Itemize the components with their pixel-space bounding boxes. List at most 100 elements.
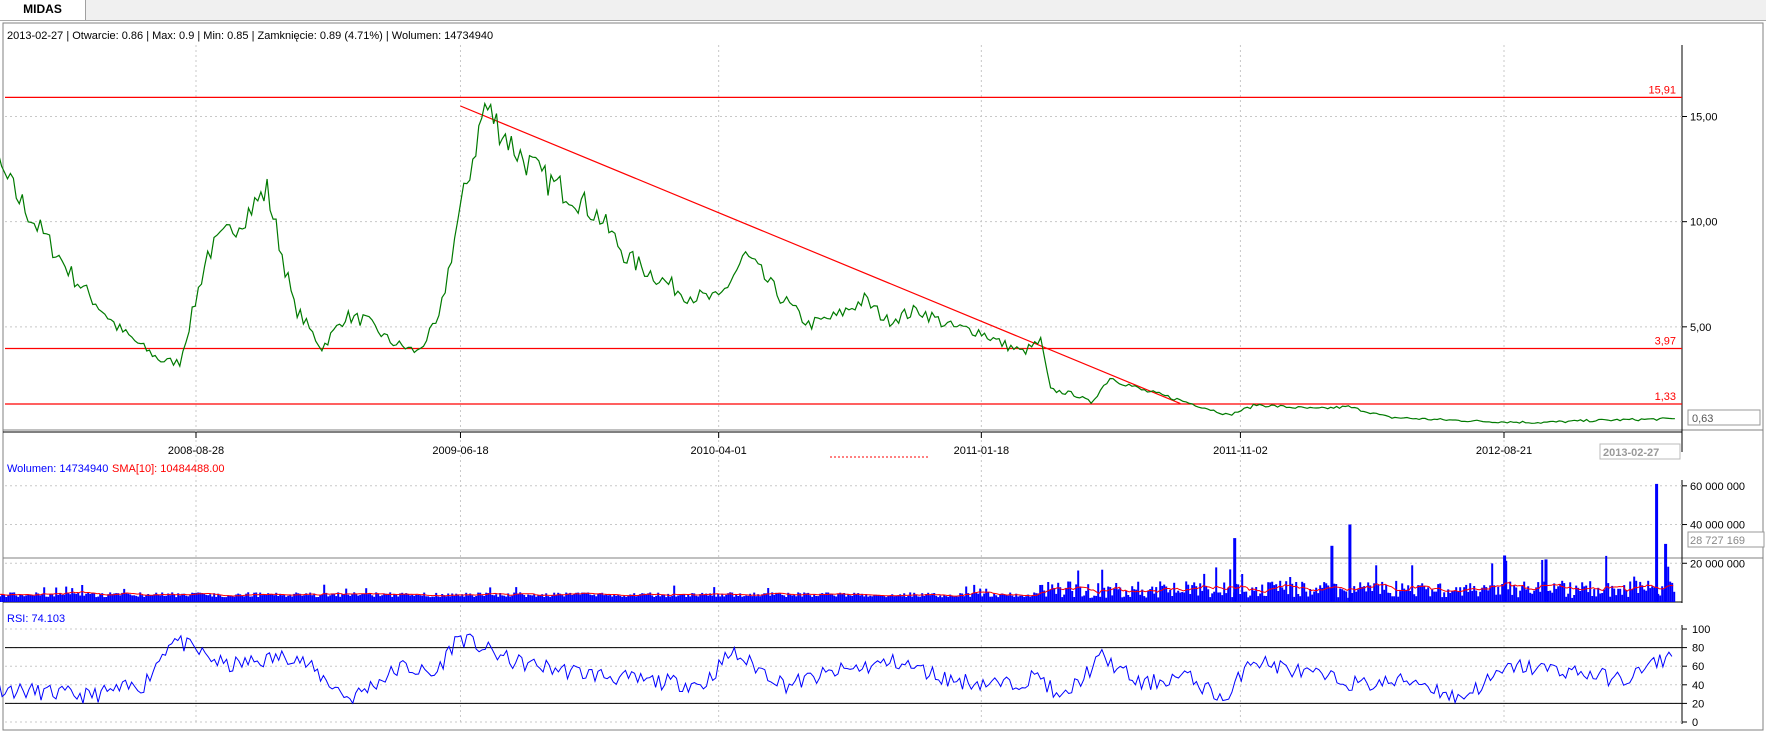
volume-bar [1657, 593, 1660, 602]
volume-bar [625, 596, 628, 602]
volume-bar [621, 596, 624, 602]
price-y-tick-label-2: 5,00 [1690, 322, 1711, 334]
volume-bar [217, 593, 220, 602]
volume-bar [1561, 580, 1564, 602]
volume-bar [1207, 589, 1210, 602]
volume-bar [753, 592, 756, 602]
volume-bar [501, 595, 504, 602]
sma-label: SMA[10]: 10484488.00 [112, 463, 225, 475]
volume-bar [1095, 595, 1098, 602]
volume-bar [89, 594, 92, 602]
volume-bar [307, 595, 310, 602]
volume-bar [1631, 589, 1634, 602]
volume-bar [79, 595, 82, 602]
rsi-bands [5, 647, 1682, 704]
volume-bar [483, 596, 486, 602]
volume-bar [1383, 589, 1386, 602]
volume-bar [407, 593, 410, 602]
volume-bar [547, 596, 550, 602]
volume-bar [1453, 590, 1456, 602]
last-price-label: 0,63 [1692, 413, 1713, 425]
volume-bar [619, 595, 622, 602]
volume-bar [1001, 593, 1004, 602]
volume-bar [183, 593, 186, 602]
volume-bar [687, 594, 690, 602]
volume-bar [1129, 596, 1132, 602]
volume-bar [721, 593, 724, 602]
volume-bar [579, 594, 582, 602]
volume-bar [635, 596, 638, 602]
volume-bar [1437, 584, 1440, 602]
volume-bar [1035, 593, 1038, 602]
x-tick-label-5: 2012-08-21 [1476, 445, 1532, 457]
volume-bar [465, 592, 468, 602]
volume-bar [1609, 596, 1612, 602]
volume-bar [173, 594, 176, 602]
volume-bar [343, 594, 346, 602]
volume-bar [1567, 593, 1570, 602]
volume-bar [577, 592, 580, 602]
volume-bar [517, 593, 520, 602]
volume-bar [703, 595, 706, 602]
volume-bar [1251, 587, 1254, 602]
volume-bar [875, 594, 878, 602]
volume-bar [1307, 596, 1310, 602]
volume-bar [805, 593, 808, 602]
volume-bar [693, 593, 696, 602]
volume-bar [149, 595, 152, 602]
volume-bar [599, 593, 602, 602]
volume-bar [523, 595, 526, 602]
chart-panel[interactable]: 2013-02-27 | Otwarcie: 0.86 | Max: 0.9 |… [0, 20, 1766, 734]
volume-bar [1389, 593, 1392, 602]
volume-bar [1553, 583, 1556, 602]
volume-bar [191, 592, 194, 602]
volume-bar [493, 595, 496, 602]
volume-bar [455, 593, 458, 602]
volume-bar [1037, 593, 1040, 602]
tab-midas[interactable]: MIDAS [0, 0, 86, 20]
volume-bar [1537, 582, 1540, 602]
volume-bar [831, 594, 834, 602]
volume-bar [1619, 588, 1622, 602]
volume-bar [33, 595, 36, 602]
volume-bar [299, 593, 302, 602]
volume-bar [869, 595, 872, 602]
volume-bar [157, 594, 160, 602]
volume-bar [1673, 591, 1676, 602]
volume-bar [1051, 584, 1054, 602]
volume-bar [1641, 585, 1644, 602]
volume-bar [1091, 597, 1094, 602]
volume-bar [553, 592, 556, 602]
volume-bar [845, 596, 848, 602]
last-date-box [1599, 443, 1681, 460]
volume-bar [991, 596, 994, 602]
volume-bar [503, 595, 506, 602]
volume-bar [1409, 591, 1412, 602]
volume-bar [761, 594, 764, 602]
volume-bar [1273, 585, 1276, 602]
volume-bar [1169, 589, 1172, 602]
rsi-panel-frame [2, 557, 1764, 731]
volume-bar [259, 592, 262, 602]
volume-bar [1211, 593, 1214, 602]
volume-bar [1123, 596, 1126, 602]
volume-bar [1473, 586, 1476, 602]
volume-bar [513, 592, 516, 602]
volume-bar [345, 588, 348, 602]
volume-bar [727, 593, 730, 602]
volume-bar [143, 596, 146, 602]
volume-bar [0, 596, 2, 602]
volume-bar [1387, 592, 1390, 602]
volume-bar [479, 592, 482, 602]
volume-bar [827, 592, 830, 602]
volume-bar [989, 596, 992, 602]
volume-bar [1007, 595, 1010, 602]
volume-bar [529, 595, 532, 602]
volume-bar [647, 593, 650, 602]
volume-bar [1173, 582, 1176, 602]
volume-bar [807, 592, 810, 602]
volume-bar [485, 592, 488, 602]
volume-bar [1533, 590, 1536, 602]
volume-bar [1269, 582, 1272, 602]
volume-bar [521, 593, 524, 602]
